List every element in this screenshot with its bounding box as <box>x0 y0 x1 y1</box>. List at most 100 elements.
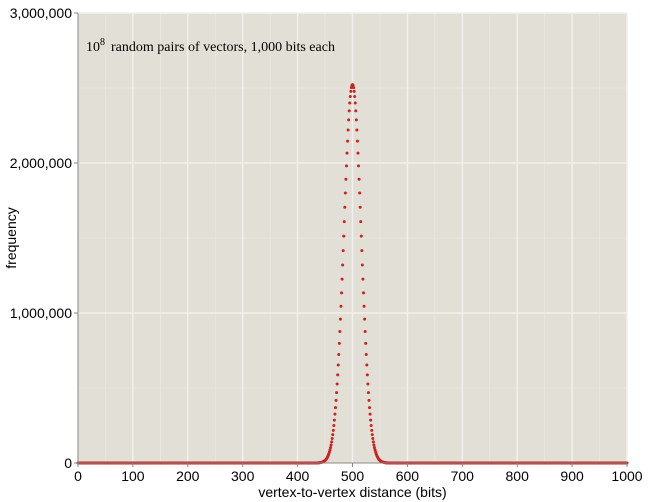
data-point <box>358 191 362 195</box>
data-point <box>335 382 339 386</box>
data-point <box>360 249 364 253</box>
data-point <box>336 363 340 367</box>
data-point <box>365 363 369 367</box>
data-point <box>364 341 368 345</box>
data-point <box>360 263 364 267</box>
data-point <box>364 353 368 357</box>
data-point <box>368 412 372 416</box>
data-point <box>347 109 351 113</box>
data-point <box>349 86 353 90</box>
data-point <box>339 304 343 308</box>
data-point <box>371 437 375 441</box>
data-point <box>332 424 336 427</box>
data-point <box>343 205 347 209</box>
data-point <box>365 373 369 377</box>
data-point <box>354 109 358 113</box>
data-point <box>370 428 374 432</box>
x-tick-label: 100 <box>121 468 145 484</box>
chart-annotation: 10 8 random pairs of vectors, 1,000 bits… <box>86 37 335 55</box>
data-point <box>330 437 334 441</box>
data-point <box>353 101 357 105</box>
data-point <box>331 428 335 432</box>
data-point <box>354 118 358 122</box>
data-point <box>363 330 367 334</box>
x-tick-label: 200 <box>176 468 200 484</box>
data-point <box>361 291 365 295</box>
y-tick-label: 1,000,000 <box>10 305 72 321</box>
data-point <box>330 440 334 444</box>
data-point <box>353 95 357 99</box>
data-point <box>358 205 362 209</box>
data-point <box>347 118 351 122</box>
data-point <box>337 353 341 357</box>
data-point <box>351 83 355 87</box>
y-axis-title: frequency <box>3 207 19 268</box>
y-tick-label: 2,000,000 <box>10 155 72 171</box>
data-point <box>344 164 348 168</box>
x-tick-label: 400 <box>286 468 310 484</box>
y-tick-label: 0 <box>64 455 72 471</box>
data-point <box>340 277 344 281</box>
data-point <box>346 128 350 132</box>
data-point <box>370 433 374 437</box>
data-point <box>363 317 367 321</box>
data-point <box>345 151 349 155</box>
data-point <box>332 418 336 422</box>
data-point <box>338 317 342 321</box>
data-point <box>359 234 363 238</box>
x-tick-label: 700 <box>451 468 475 484</box>
data-point <box>355 128 359 132</box>
data-point <box>329 443 333 447</box>
data-point <box>333 412 337 416</box>
data-point <box>355 139 359 143</box>
data-point <box>348 95 352 99</box>
data-point <box>335 391 339 395</box>
data-point <box>331 433 335 437</box>
data-point <box>372 446 376 450</box>
annotation-base: 10 <box>86 40 100 55</box>
data-point <box>333 406 337 410</box>
data-point <box>367 398 371 402</box>
data-point <box>357 177 361 181</box>
data-point <box>329 446 333 450</box>
data-point <box>366 391 370 395</box>
data-point <box>337 341 341 345</box>
data-point <box>342 234 346 238</box>
data-point <box>369 424 373 427</box>
data-point <box>352 86 356 90</box>
x-axis-title: vertex-to-vertex distance (bits) <box>258 484 446 500</box>
annotation-text: random pairs of vectors, 1,000 bits each <box>111 40 335 55</box>
data-point <box>348 101 352 105</box>
x-tick-label: 500 <box>341 468 365 484</box>
data-point <box>338 330 342 334</box>
data-point <box>352 89 356 93</box>
y-tick-labels: 0 1,000,000 2,000,000 3,000,000 <box>10 5 73 471</box>
data-point <box>371 440 375 444</box>
y-tick-label: 3,000,000 <box>10 5 72 21</box>
x-tick-label: 0 <box>74 468 82 484</box>
data-point <box>341 249 345 253</box>
data-point <box>359 220 363 224</box>
x-tick-label: 300 <box>231 468 255 484</box>
data-point <box>372 443 376 447</box>
data-point <box>356 151 360 155</box>
annotation-exponent: 8 <box>100 37 105 48</box>
data-point <box>334 398 338 402</box>
data-point <box>341 263 345 267</box>
x-tick-label: 600 <box>396 468 420 484</box>
data-point <box>344 177 348 181</box>
data-point <box>346 139 350 143</box>
x-tick-label: 900 <box>560 468 584 484</box>
data-point <box>343 191 347 195</box>
data-point <box>368 406 372 410</box>
data-point <box>342 220 346 224</box>
x-tick-label: 1000 <box>611 468 642 484</box>
x-tick-label: 800 <box>506 468 530 484</box>
data-point <box>328 448 332 452</box>
data-point <box>357 164 361 168</box>
grid-lines <box>78 12 628 463</box>
axes <box>74 12 628 467</box>
data-point <box>361 277 365 281</box>
data-point <box>366 382 370 386</box>
